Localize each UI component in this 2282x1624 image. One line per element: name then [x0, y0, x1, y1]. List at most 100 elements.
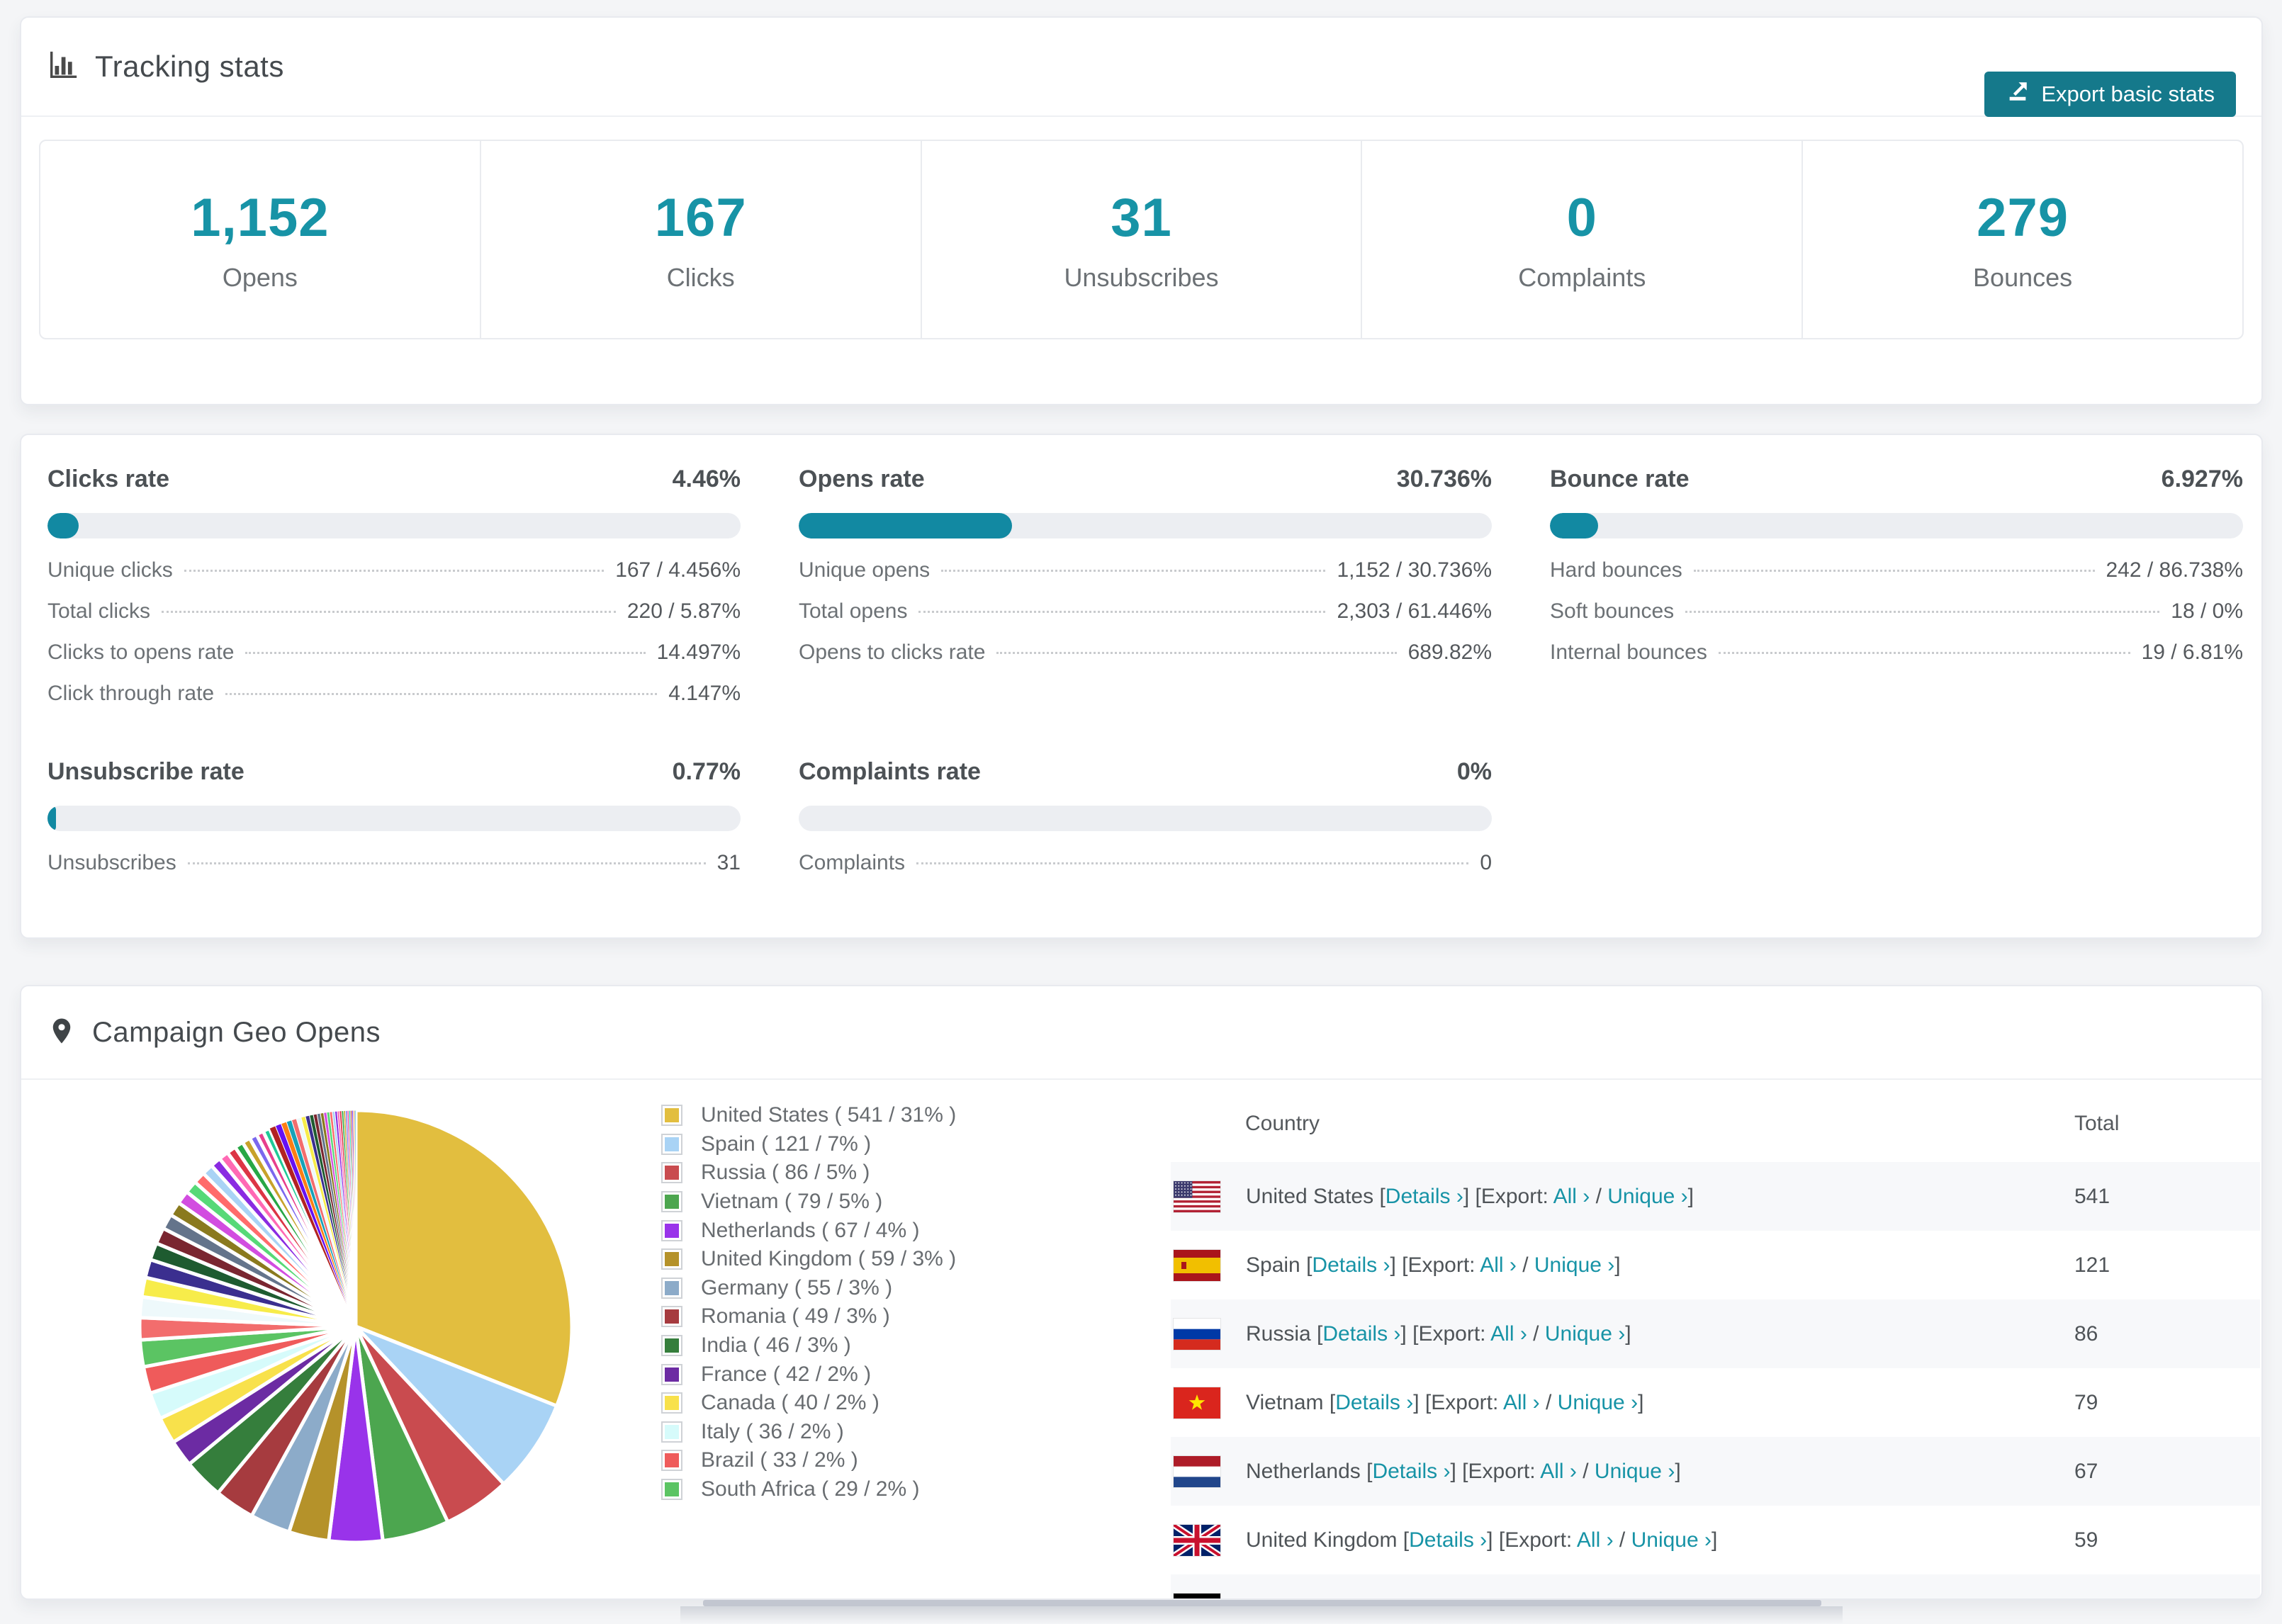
- country-cell: Spain [Details ›] [Export: All › / Uniqu…: [1246, 1253, 1621, 1277]
- rate-value: 6.927%: [2161, 466, 2243, 492]
- slash: /: [1613, 1528, 1631, 1552]
- stat-cell-complaints: 0 Complaints: [1362, 141, 1804, 338]
- export-unique-link[interactable]: Unique ›: [1534, 1253, 1615, 1277]
- export-unique-link[interactable]: Unique ›: [1594, 1459, 1675, 1483]
- legend-item: Spain ( 121 / 7% ): [663, 1130, 956, 1159]
- tracking-stats-header: Tracking stats Export basic stats: [21, 18, 2261, 117]
- pie-slice: [354, 1324, 559, 1487]
- details-link[interactable]: Details ›: [1312, 1253, 1390, 1277]
- legend-item: Germany ( 55 / 3% ): [663, 1274, 956, 1303]
- table-row-us: United States [Details ›] [Export: All ›…: [1171, 1162, 2260, 1231]
- rate-row-label: Unique opens: [799, 558, 931, 582]
- dotted-leader: [1685, 611, 2160, 613]
- export-unique-link[interactable]: Unique ›: [1557, 1390, 1639, 1414]
- rate-row: Click through rate 4.147%: [47, 682, 741, 723]
- export-unique-link[interactable]: Unique ›: [1607, 1184, 1688, 1208]
- export-all-link[interactable]: All ›: [1553, 1184, 1590, 1208]
- legend-item: Brazil ( 33 / 2% ): [663, 1446, 956, 1475]
- export-all-link[interactable]: All ›: [1502, 1390, 1540, 1414]
- legend-swatch: [663, 1250, 681, 1269]
- legend-label: India ( 46 / 3% ): [701, 1333, 851, 1358]
- dotted-leader: [1718, 652, 2130, 654]
- bracket: [: [1329, 1390, 1336, 1414]
- geo-header: Campaign Geo Opens: [21, 986, 2261, 1080]
- legend-label: Vietnam ( 79 / 5% ): [701, 1190, 883, 1214]
- rate-row-value: 0: [1480, 851, 1492, 874]
- export-label: [Export:: [1475, 1184, 1553, 1208]
- export-all-link[interactable]: All ›: [1490, 1321, 1527, 1346]
- rate-title: Unsubscribe rate: [47, 758, 244, 785]
- progress-track: [799, 806, 1492, 831]
- summary-stats-row: 1,152 Opens 167 Clicks 31 Unsubscribes 0 Co…: [39, 140, 2244, 339]
- slash: /: [1576, 1459, 1595, 1483]
- dotted-leader: [1693, 570, 2095, 572]
- bracket: ]: [1675, 1459, 1681, 1483]
- legend-swatch: [663, 1278, 681, 1297]
- geo-title: Campaign Geo Opens: [92, 1016, 381, 1048]
- rate-row-label: Unique clicks: [47, 558, 173, 582]
- rate-section-head: Clicks rate 4.46%: [47, 466, 741, 493]
- rate-row-label: Unsubscribes: [47, 851, 176, 874]
- tracking-stats-card: Tracking stats Export basic stats 1,152 …: [20, 16, 2263, 405]
- rate-title: Clicks rate: [47, 466, 169, 492]
- rate-section-head: Complaints rate 0%: [799, 758, 1492, 786]
- rate-row-value: 14.497%: [656, 641, 741, 664]
- page-title: Tracking stats: [95, 50, 284, 83]
- export-all-link[interactable]: All ›: [1540, 1459, 1577, 1483]
- export-unique-link[interactable]: Unique ›: [1631, 1528, 1712, 1552]
- legend-swatch: [663, 1336, 681, 1355]
- details-link[interactable]: Details ›: [1372, 1459, 1451, 1483]
- export-button-label: Export basic stats: [2041, 81, 2215, 106]
- total-cell: 55: [2074, 1597, 2098, 1599]
- table-row-de: Germany [Details ›] [Export: All › / Uni…: [1171, 1574, 2260, 1599]
- export-unique-link[interactable]: Unique ›: [1544, 1321, 1626, 1346]
- export-all-link[interactable]: All ›: [1576, 1528, 1614, 1552]
- dotted-leader: [245, 652, 646, 654]
- details-link[interactable]: Details ›: [1385, 1184, 1463, 1208]
- details-link[interactable]: Details ›: [1409, 1528, 1488, 1552]
- legend-label: Spain ( 121 / 7% ): [701, 1132, 872, 1156]
- stat-value: 279: [1977, 187, 2069, 248]
- rate-row: Soft bounces 18 / 0%: [1550, 599, 2243, 641]
- details-link[interactable]: Details ›: [1322, 1321, 1401, 1346]
- dotted-leader: [918, 611, 1326, 613]
- bracket: [: [1317, 1321, 1323, 1346]
- rate-row-label: Hard bounces: [1550, 558, 1682, 582]
- total-cell: 86: [2074, 1321, 2098, 1346]
- legend-label: United States ( 541 / 31% ): [701, 1103, 957, 1127]
- rate-value: 30.736%: [1396, 466, 1492, 492]
- details-link[interactable]: Details ›: [1335, 1390, 1414, 1414]
- export-unique-link[interactable]: Unique ›: [1568, 1597, 1648, 1599]
- de-flag-icon: [1174, 1593, 1220, 1598]
- horizontal-scrollbar-thumb[interactable]: [703, 1600, 1821, 1606]
- rate-row-label: Internal bounces: [1550, 641, 1707, 664]
- rate-row: Total opens 2,303 / 61.446%: [799, 599, 1492, 641]
- legend-swatch: [663, 1163, 681, 1183]
- export-icon: [2006, 79, 2030, 109]
- export-all-link[interactable]: All ›: [1480, 1253, 1517, 1277]
- es-flag-icon: [1174, 1249, 1220, 1281]
- legend-item: Vietnam ( 79 / 5% ): [663, 1188, 956, 1217]
- progress-fill: [1550, 513, 1598, 538]
- legend-label: Canada ( 40 / 2% ): [701, 1391, 879, 1415]
- export-all-link[interactable]: All ›: [1513, 1597, 1550, 1599]
- scroll-shadow: [680, 1606, 1843, 1624]
- rate-row: Hard bounces 242 / 86.738%: [1550, 558, 2243, 599]
- stat-value: 167: [654, 187, 747, 248]
- bracket: [: [1366, 1459, 1373, 1483]
- bracket: ]: [1638, 1390, 1644, 1414]
- export-basic-stats-button[interactable]: Export basic stats: [1984, 72, 2236, 117]
- rate-row-label: Soft bounces: [1550, 599, 1675, 623]
- legend-swatch: [663, 1307, 681, 1326]
- stat-cell-bounces: 279 Bounces: [1803, 141, 2242, 338]
- rate-row: Clicks to opens rate 14.497%: [47, 641, 741, 682]
- slash: /: [1527, 1321, 1545, 1346]
- dotted-leader: [187, 862, 706, 864]
- rate-row: Unique opens 1,152 / 30.736%: [799, 558, 1492, 599]
- details-link[interactable]: Details ›: [1345, 1597, 1423, 1599]
- bracket: [: [1339, 1597, 1345, 1599]
- table-row-vn: Vietnam [Details ›] [Export: All › / Uni…: [1171, 1368, 2260, 1437]
- export-label: [Export:: [1498, 1528, 1577, 1552]
- rate-section-head: Unsubscribe rate 0.77%: [47, 758, 741, 786]
- export-label: [Export:: [1435, 1597, 1513, 1599]
